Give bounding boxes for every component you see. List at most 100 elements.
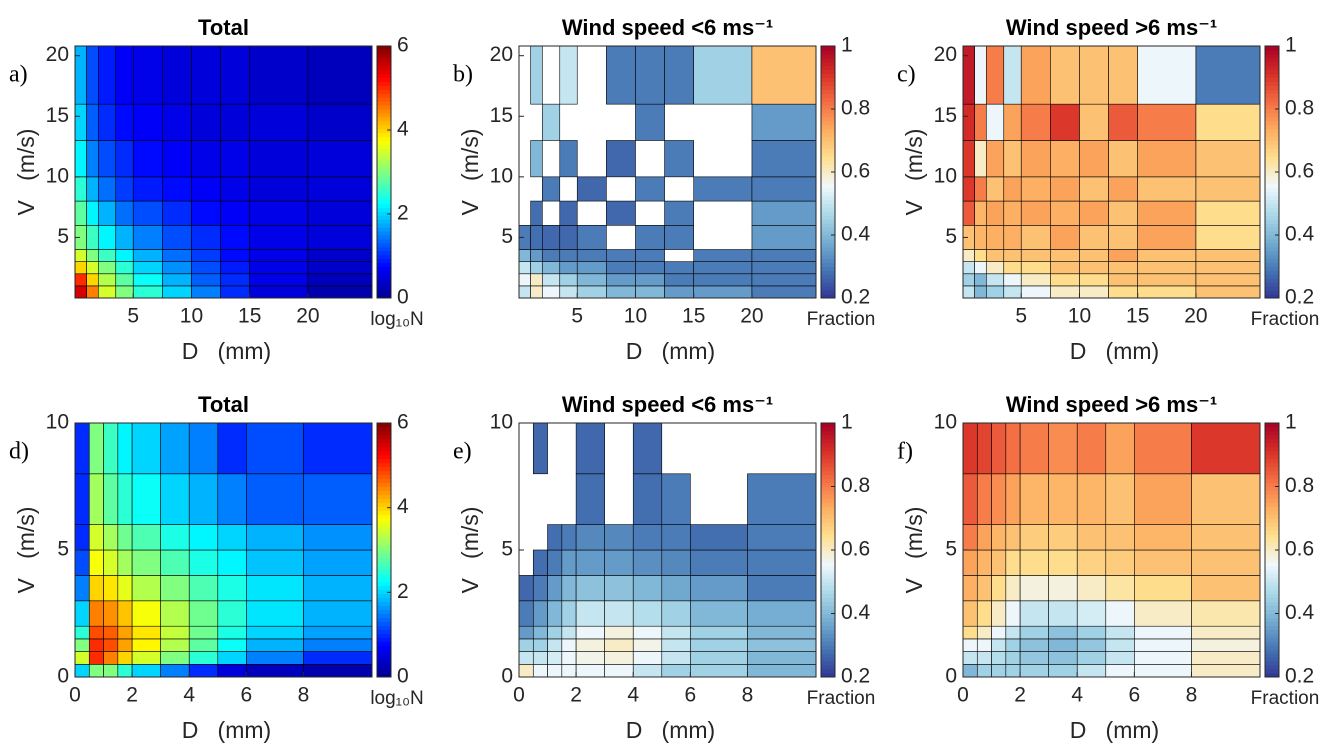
heatmap-cell	[1195, 103, 1261, 141]
x-tick-label: 4	[1071, 684, 1083, 707]
colorbar-swatch	[377, 61, 391, 67]
colorbar-swatch	[1265, 625, 1279, 630]
colorbar-swatch	[377, 140, 391, 145]
heatmap-cell	[1134, 473, 1192, 525]
colorbar-swatch	[1265, 46, 1279, 51]
heatmap-cell	[1134, 600, 1192, 627]
colorbar-label: Fraction	[807, 688, 876, 709]
heatmap-cell	[131, 600, 161, 627]
colorbar-swatch	[1265, 613, 1279, 618]
colorbar-swatch	[821, 109, 835, 114]
heatmap-cell	[246, 663, 304, 678]
heatmap-cell	[88, 549, 104, 576]
colorbar-swatch	[821, 502, 835, 507]
heatmap-cell	[97, 225, 117, 250]
heatmap-cell	[103, 549, 119, 576]
colorbar-swatch	[821, 148, 835, 153]
colorbar-swatch	[1265, 553, 1279, 559]
colorbar-swatch	[377, 542, 391, 547]
heatmap-cell	[559, 140, 578, 178]
heatmap-cell	[690, 651, 748, 665]
heatmap-cell	[606, 200, 636, 226]
x-tick-label: 0	[513, 684, 525, 707]
heatmap-cell	[160, 663, 190, 678]
colorbar-swatch	[377, 561, 391, 567]
colorbar-swatch	[1265, 657, 1279, 662]
x-tick-label: 2	[1014, 684, 1026, 707]
x-axis-label: D (mm)	[182, 338, 271, 364]
colorbar-swatch	[377, 438, 391, 444]
colorbar-swatch	[821, 227, 835, 232]
colorbar-swatch	[377, 661, 391, 666]
axes-frame	[518, 45, 817, 299]
heatmap-cell	[307, 176, 373, 202]
colorbar-label: Fraction	[1251, 309, 1320, 330]
heatmap-cell	[1050, 249, 1080, 262]
heatmap-cell	[1105, 575, 1135, 602]
colorbar-swatch	[377, 502, 391, 507]
heatmap-cell	[88, 663, 104, 678]
colorbar-swatch	[821, 65, 835, 71]
colorbar-swatch	[377, 673, 391, 678]
heatmap-cell	[561, 663, 577, 678]
heatmap-cell	[246, 473, 304, 525]
heatmap-cell	[188, 600, 219, 627]
heatmap-cell	[604, 600, 634, 627]
heatmap-cell	[1020, 45, 1051, 105]
heatmap-cell	[115, 273, 134, 287]
colorbar-swatch	[821, 494, 835, 499]
y-tick-label: 15	[934, 104, 957, 127]
heatmap-cell	[246, 625, 304, 640]
heatmap-cell	[751, 261, 817, 275]
colorbar-swatch	[377, 621, 391, 626]
heatmap-cell	[547, 638, 563, 652]
heatmap-cell	[561, 575, 577, 602]
heatmap-cell	[1108, 200, 1139, 226]
heatmap-cell	[1079, 200, 1109, 226]
colorbar-swatch	[377, 478, 391, 484]
colorbar-swatch	[377, 254, 391, 260]
colorbar-swatch	[377, 183, 391, 189]
heatmap-cell	[115, 176, 134, 202]
colorbar-swatch	[1265, 490, 1279, 495]
heatmap-cell	[661, 549, 691, 576]
colorbar-swatch	[821, 438, 835, 444]
heatmap-cell	[632, 422, 663, 475]
heatmap-cell	[561, 524, 577, 551]
colorbar-swatch	[821, 191, 835, 197]
heatmap-cell	[575, 473, 605, 525]
y-tick-label: 0	[57, 665, 69, 688]
colorbar-swatch	[377, 101, 391, 106]
y-tick-label: 20	[490, 43, 513, 66]
colorbar-swatch	[821, 120, 835, 126]
heatmap-cell	[1019, 638, 1049, 652]
heatmap-cell	[1134, 524, 1192, 551]
heatmap-cell	[74, 473, 90, 525]
heatmap-cell	[518, 273, 531, 287]
x-tick-label: 8	[1186, 684, 1198, 707]
heatmap-cell	[661, 473, 691, 525]
heatmap-cell	[1108, 273, 1139, 287]
heatmap-cell	[1195, 140, 1261, 178]
colorbar-swatch	[377, 466, 391, 472]
heatmap-cell	[664, 225, 695, 250]
colorbar-tick-label: 0.4	[1285, 601, 1315, 624]
heatmap-cell	[88, 651, 104, 665]
heatmap-cell	[532, 575, 548, 602]
heatmap-cell	[1020, 249, 1051, 262]
heatmap-cell	[97, 200, 117, 226]
heatmap-cell	[974, 103, 987, 141]
colorbar-swatch	[377, 573, 391, 579]
heatmap-cell	[976, 473, 992, 525]
heatmap-cell	[693, 176, 753, 202]
heatmap-cell	[962, 200, 975, 226]
heatmap-cell	[303, 663, 373, 678]
heatmap-cell	[530, 140, 543, 178]
heatmap-cell	[604, 625, 634, 640]
heatmap-cell	[664, 140, 695, 178]
colorbar-swatch	[821, 112, 835, 118]
colorbar-tick-label: 0.4	[1285, 223, 1315, 246]
colorbar-swatch	[1265, 442, 1279, 448]
colorbar-swatch	[821, 585, 835, 591]
colorbar-swatch	[1265, 506, 1279, 511]
